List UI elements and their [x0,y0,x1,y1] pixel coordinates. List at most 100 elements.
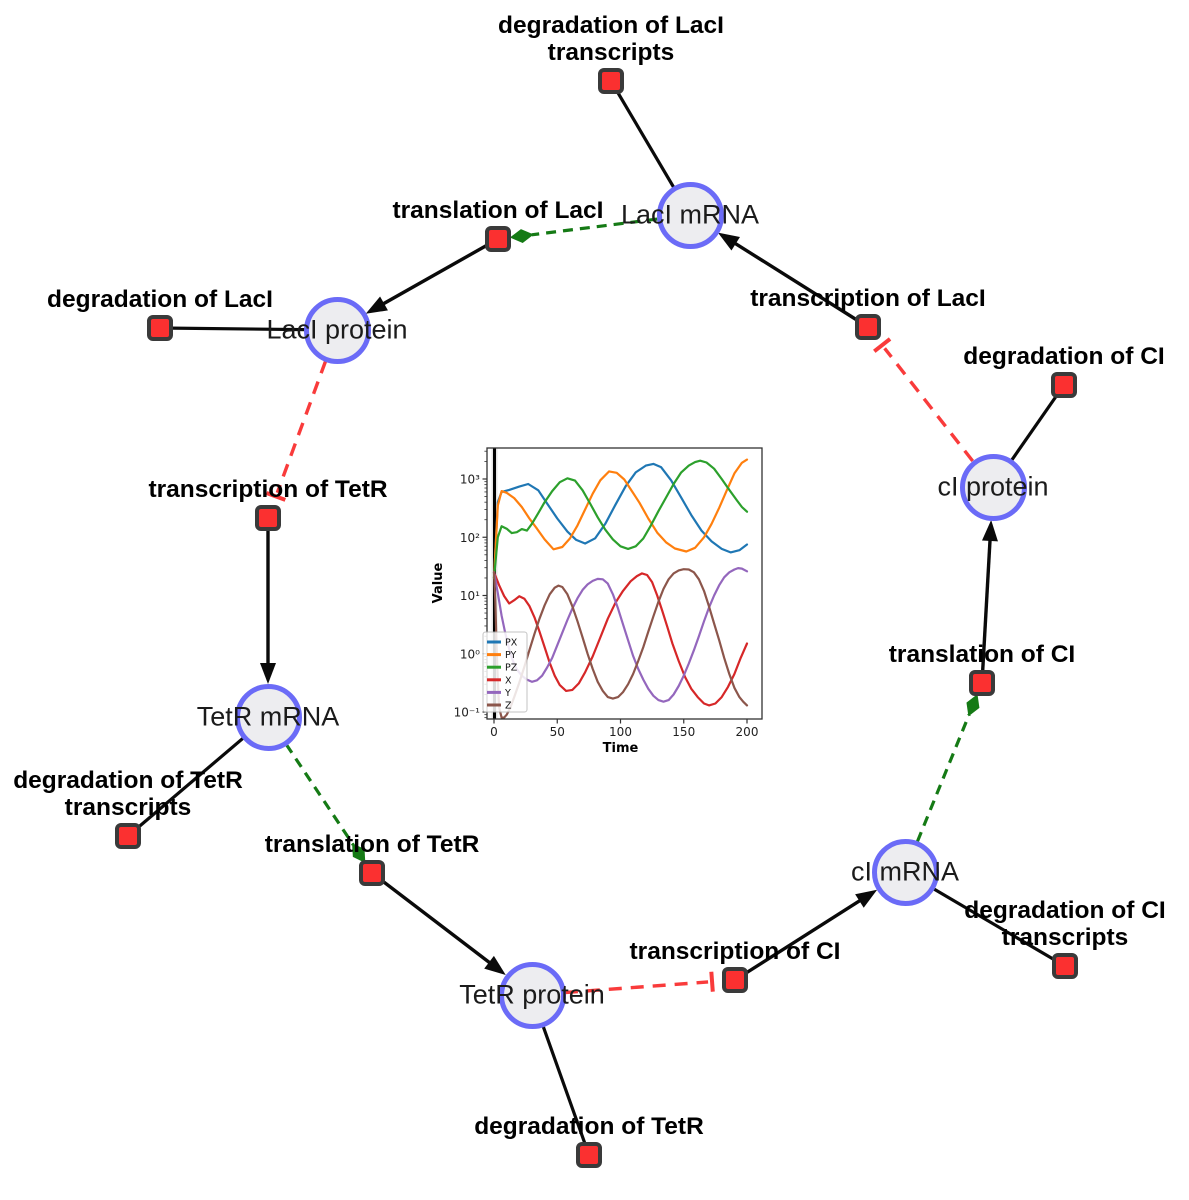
reaction-label-deg_tetr_tx: degradation of TetR transcripts [13,767,243,821]
y-axis-label: Value [431,562,446,603]
arrowhead-icon [855,889,878,908]
edge-laci_mrna-transl_laci [509,217,658,243]
reaction-node-txn_laci [855,314,881,340]
x-tick-label: 200 [736,725,759,739]
x-tick-label: 50 [550,725,565,739]
edge-laci_protein-txn_tetr [265,360,328,502]
reaction-label-line: transcription of LacI [750,285,986,312]
edge-txn_ci-ci_mrna [734,889,878,982]
series-line-PZ [492,459,749,580]
species-label-tetr_mrna: TetR mRNA [196,701,340,732]
species-label-ci_protein: cI protein [937,471,1049,502]
reaction-node-deg_ci_tx [1052,953,1078,979]
species-node-laci_mrna [656,181,724,249]
chart-svg: 0 50 100 150 20010⁻¹10⁰10¹10²10³TimeValuePXP… [431,447,763,756]
series-line-PY [492,458,749,580]
reaction-label-line: transcripts [64,794,192,821]
species-node-tetr_protein [498,961,566,1029]
y-tick-label: 10⁻¹ [454,706,481,720]
y-tick-label: 10⁰ [460,647,480,661]
species-label-tetr_protein: TetR protein [459,979,605,1010]
x-tick-label: 0 [490,725,498,739]
species-label-laci_mrna: LacI mRNA [620,199,760,230]
arrowhead-icon [365,296,388,314]
legend-label: X [505,675,512,686]
reaction-node-deg_tetr [576,1142,602,1168]
legend-label: Z [505,701,512,712]
reaction-label-transl_laci: translation of LacI [392,197,603,224]
reaction-node-transl_tetr [359,860,385,886]
reaction-label-line: translation of CI [888,641,1076,668]
reaction-label-transl_tetr: translation of TetR [265,831,480,858]
reaction-label-line: degradation of LacI [498,12,724,39]
plot-border [486,447,763,720]
reaction-label-line: translation of LacI [392,197,604,224]
reaction-label-deg_tetr: degradation of TetR [474,1113,704,1140]
series-line-Y [492,567,749,703]
series-line-X [492,571,749,707]
y-tick-label: 10² [460,531,480,545]
reaction-node-deg_ci [1051,372,1077,398]
reaction-label-line: transcription of TetR [148,476,388,503]
edge-tetr_mrna-transl_tetr [284,743,366,864]
legend-label: PY [505,650,517,661]
reaction-label-deg_laci_tx: degradation of LacI transcripts [498,12,724,66]
species-node-laci_protein [303,296,371,364]
reaction-label-line: degradation of LacI [47,286,273,313]
reaction-node-deg_laci [147,315,173,341]
species-node-ci_mrna [871,838,939,906]
arrowhead-icon [981,519,998,542]
x-tick-label: 100 [609,725,632,739]
modifier-arrowhead-icon [509,229,534,243]
reaction-label-deg_laci: degradation of LacI [47,286,273,313]
reaction-label-txn_laci: transcription of LacI [750,285,986,312]
edge-tetr_protein-txn_ci [564,971,715,995]
species-label-ci_mrna: cI mRNA [851,856,959,887]
reaction-label-txn_ci: transcription of CI [630,938,841,965]
reaction-label-txn_tetr: transcription of TetR [148,476,387,503]
edge-transl_ci-ci_protein [980,519,998,684]
reaction-node-txn_ci [722,967,748,993]
reaction-label-line: degradation of TetR [13,767,243,794]
reaction-node-transl_ci [969,670,995,696]
edge-txn_tetr-tetr_mrna [260,518,276,684]
arrowhead-icon [484,955,506,975]
legend-label: PX [505,638,518,649]
reaction-node-txn_tetr [255,505,281,531]
x-tick-label: 150 [672,725,695,739]
edge-transl_tetr-tetr_protein [370,871,506,975]
reaction-label-line: translation of TetR [264,831,480,858]
y-tick-label: 10³ [460,473,480,487]
reaction-label-transl_ci: translation of CI [889,641,1075,668]
inhibition-tee-icon [265,491,287,502]
timeseries-chart: 0 50 100 150 200 10⁻¹ 10⁰ 10¹ 10² 10³ Time Value PX P… [430,440,775,770]
arrowhead-icon [717,232,740,251]
series-line-Z [492,568,749,719]
edge-ci_mrna-transl_ci [915,694,980,843]
legend-label: PZ [505,663,518,674]
modifier-arrowhead-icon [352,843,366,864]
edge-transl_laci-laci_protein [365,237,499,314]
edge-txn_laci-laci_mrna [717,232,869,329]
species-node-ci_protein [959,453,1027,521]
reaction-node-deg_tetr_tx [115,823,141,849]
reaction-label-deg_ci: degradation of CI [963,343,1164,370]
reaction-label-line: degradation of CI [964,897,1166,924]
species-node-tetr_mrna [234,683,302,751]
reaction-label-line: transcripts [1001,924,1129,951]
inhibition-tee-icon [873,337,892,353]
reaction-node-transl_laci [485,226,511,252]
reaction-label-line: transcription of CI [629,938,841,965]
reaction-label-line: degradation of CI [963,343,1165,370]
y-tick-label: 10¹ [460,589,480,603]
edge-ci_protein-txn_laci [873,337,975,463]
reaction-label-line: degradation of TetR [474,1113,704,1140]
reaction-node-deg_laci_tx [598,68,624,94]
reaction-label-deg_ci_tx: degradation of CI transcripts [964,897,1165,951]
legend-label: Y [504,688,511,699]
reaction-label-line: transcripts [547,39,675,66]
x-axis-label: Time [603,741,639,756]
